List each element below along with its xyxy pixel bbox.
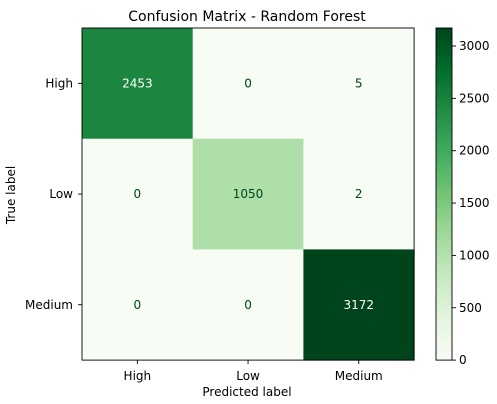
cell-value-label: 3172 <box>343 298 374 312</box>
heatmap-cell-r2-c1 <box>192 249 304 361</box>
cell-value-label: 0 <box>134 298 142 312</box>
heatmap-cell-r0-c0 <box>82 28 194 140</box>
heatmap-cell-r1-c0 <box>82 138 194 250</box>
colorbar-tick-label: 2000 <box>459 144 490 158</box>
heatmap-cell-r1-c2 <box>303 138 415 250</box>
cell-value-label: 0 <box>244 76 252 90</box>
cell-value-label: 2453 <box>122 76 153 90</box>
heatmap-cell-r2-c0 <box>82 249 194 361</box>
colorbar-tick-label: 3000 <box>459 39 490 53</box>
x-axis-ticks: High Low Medium <box>124 360 383 383</box>
y-axis-label: True label <box>4 166 18 225</box>
x-tick-label: Medium <box>335 369 383 383</box>
colorbar-tick-label: 0 <box>459 353 467 367</box>
colorbar-tick-label: 1000 <box>459 248 490 262</box>
heatmap-cells <box>82 28 415 361</box>
heatmap-cell-r0-c1 <box>192 28 304 140</box>
cell-value-label: 1050 <box>233 187 264 201</box>
colorbar-tick-label: 2500 <box>459 91 490 105</box>
heatmap-cell-r2-c2 <box>303 249 415 361</box>
cell-value-label: 0 <box>244 298 252 312</box>
y-tick-label: Low <box>49 187 73 201</box>
cell-value-label: 5 <box>355 76 363 90</box>
y-axis-ticks: High Low Medium <box>25 76 82 312</box>
x-tick-label: Low <box>236 369 260 383</box>
y-tick-label: Medium <box>25 298 73 312</box>
colorbar <box>435 27 453 361</box>
colorbar-tick-label: 500 <box>459 301 482 315</box>
heatmap-cell-r1-c1 <box>192 138 304 250</box>
chart-title: Confusion Matrix - Random Forest <box>128 9 366 25</box>
heatmap-cell-r0-c2 <box>303 28 415 140</box>
x-tick-label: High <box>124 369 152 383</box>
heatmap-cell-labels: 2453 0 5 0 1050 2 0 0 3172 <box>122 76 374 311</box>
cell-value-label: 2 <box>355 187 363 201</box>
cell-value-label: 0 <box>134 187 142 201</box>
colorbar-ticks: 0 500 1000 1500 2000 2500 3000 <box>452 39 490 367</box>
x-axis-label: Predicted label <box>202 385 291 399</box>
colorbar-tick-label: 1500 <box>459 196 490 210</box>
y-tick-label: High <box>45 76 73 90</box>
